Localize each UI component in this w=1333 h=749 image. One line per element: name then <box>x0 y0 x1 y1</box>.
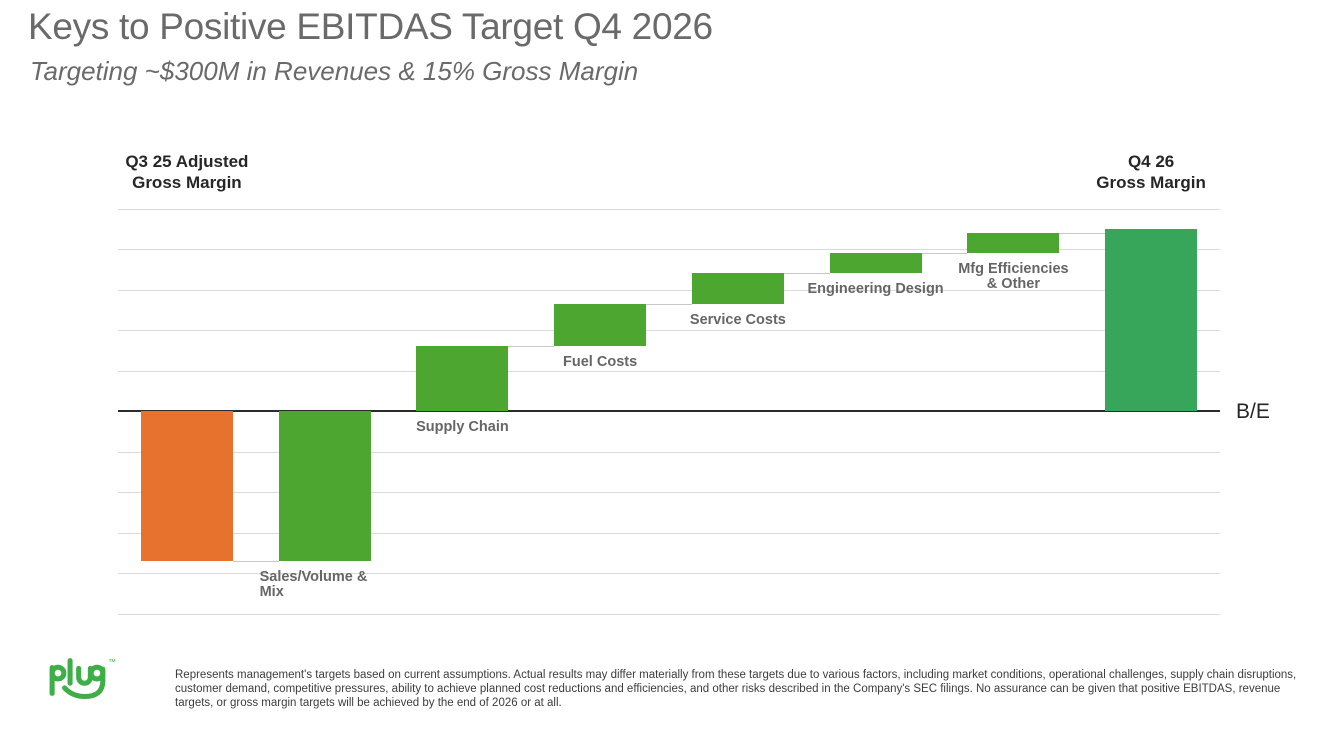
gridline <box>118 532 1220 534</box>
gridline <box>118 370 1220 372</box>
bar-supply-chain <box>416 346 509 411</box>
bar-label-service-costs: Service Costs <box>689 311 786 328</box>
bar-service-costs <box>691 273 784 304</box>
bar-label-q3-25-adjusted-gross-margin: Q3 25 Adjusted Gross Margin <box>125 151 249 192</box>
bar-q4-26-gross-margin <box>1105 228 1198 412</box>
logo-letter-u <box>76 665 93 686</box>
bar-label-sales-volume-mix: Sales/Volume & Mix <box>259 568 368 600</box>
bar-label-supply-chain: Supply Chain <box>416 419 509 435</box>
zero-axis-line <box>118 410 1220 412</box>
bar-label-fuel-costs: Fuel Costs <box>563 354 638 371</box>
bar-engineering-design <box>829 253 922 274</box>
gridline <box>118 249 1220 250</box>
connector-line <box>783 273 830 275</box>
gridline <box>118 451 1220 453</box>
gridline <box>118 330 1220 331</box>
bar-label-mfg-efficiencies-other: Mfg Efficiencies & Other <box>958 261 1069 293</box>
breakeven-label: B/E <box>1236 400 1270 423</box>
logo-letter-p-bowl <box>49 664 67 682</box>
connector-line <box>508 346 555 348</box>
trademark-symbol: ™ <box>108 658 116 667</box>
bar-fuel-costs <box>554 303 647 347</box>
bar-q3-25-adjusted-gross-margin <box>140 411 233 561</box>
gridline <box>118 208 1220 210</box>
page-subtitle: Targeting ~$300M in Revenues & 15% Gross… <box>30 56 639 86</box>
gridline <box>118 573 1220 574</box>
logo-smile <box>62 666 106 700</box>
plug-logo: ™ <box>49 658 116 700</box>
gridline <box>118 289 1220 291</box>
gridline <box>118 492 1220 493</box>
gridline <box>118 613 1220 615</box>
connector-line <box>1059 232 1106 234</box>
bar-sales-volume-mix <box>278 411 371 561</box>
bar-label-engineering-design: Engineering Design <box>807 281 944 298</box>
connector-line <box>646 303 692 305</box>
bar-label-q4-26-gross-margin: Q4 26 Gross Margin <box>1096 151 1206 192</box>
disclaimer-text: Represents management's targets based on… <box>175 669 1297 709</box>
connector-line <box>921 253 968 255</box>
page-title: Keys to Positive EBITDAS Target Q4 2026 <box>28 6 713 47</box>
connector-line <box>232 560 279 562</box>
bar-mfg-efficiencies-other <box>967 232 1060 254</box>
